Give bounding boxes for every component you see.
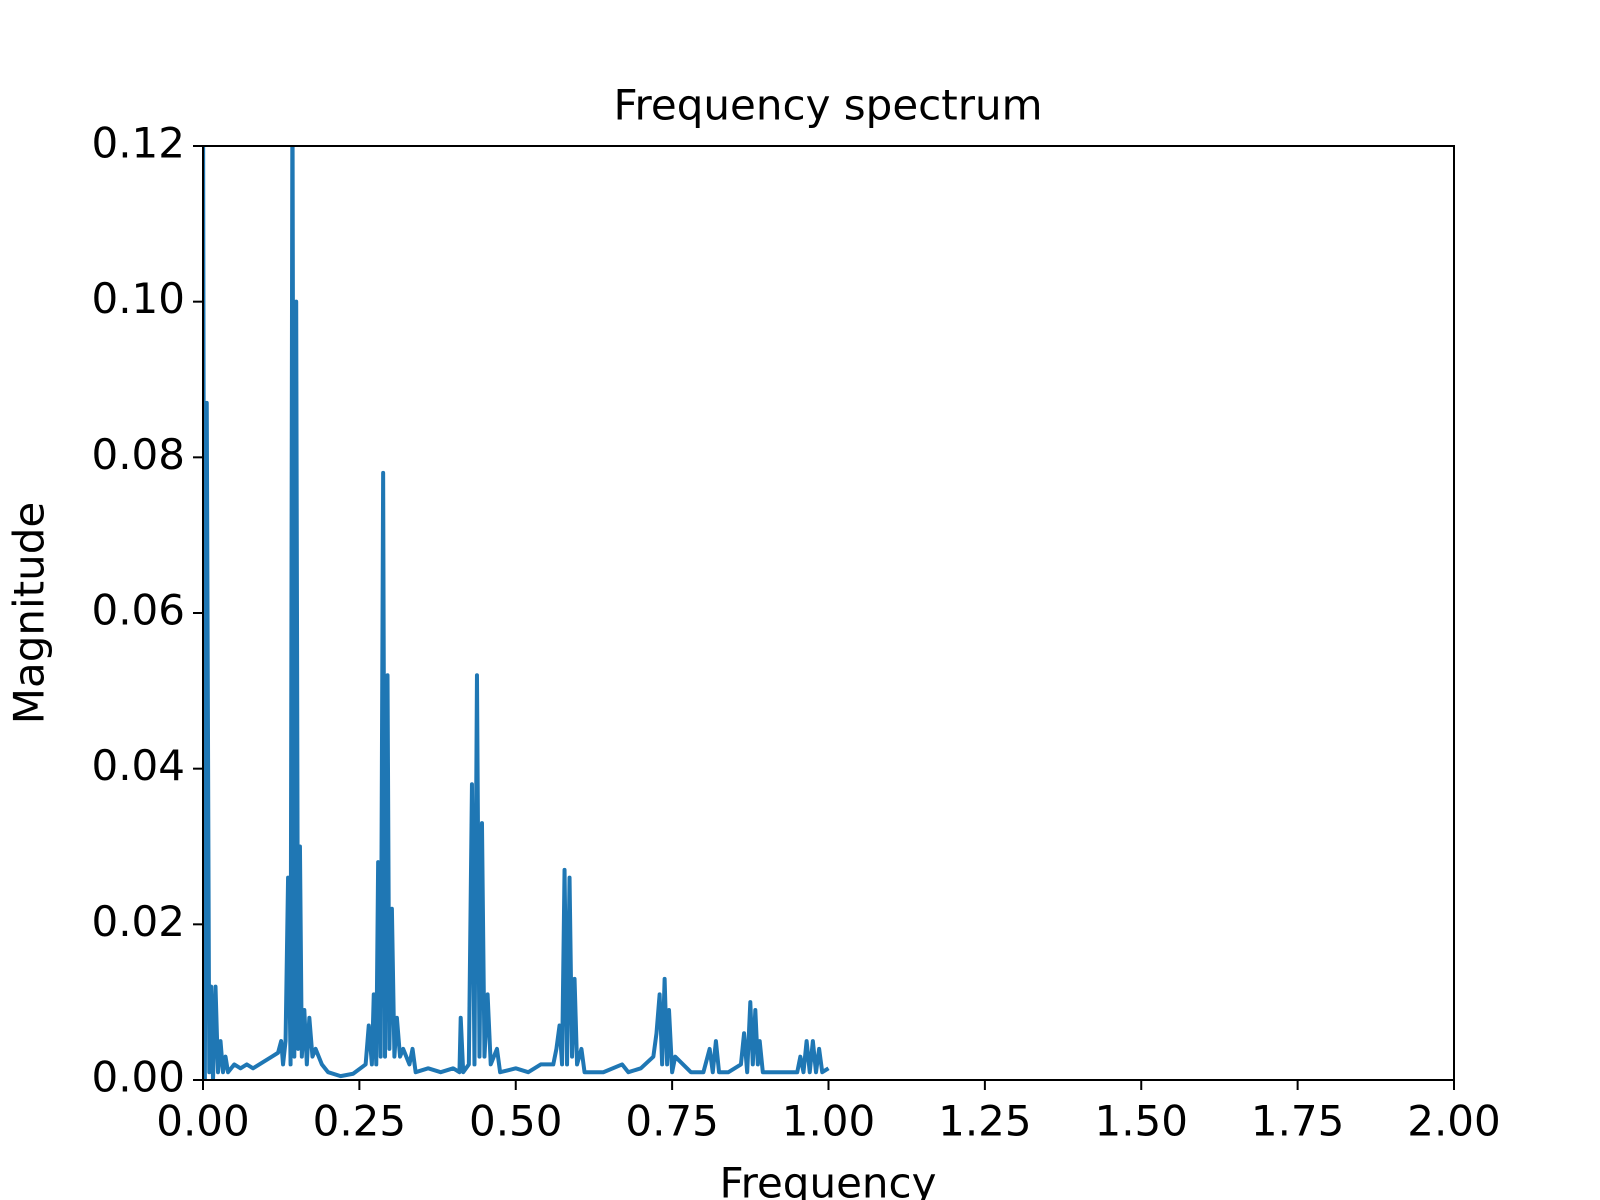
chart-title: Frequency spectrum [613,81,1042,130]
x-tick-label: 0.00 [156,1097,250,1146]
x-tick-label: 1.50 [1094,1097,1188,1146]
x-tick-label: 1.00 [782,1097,876,1146]
x-tick-label: 0.75 [625,1097,719,1146]
y-tick-label: 0.06 [91,586,185,635]
x-tick-label: 0.50 [469,1097,563,1146]
x-tick-label: 2.00 [1407,1097,1501,1146]
y-axis-label: Magnitude [5,502,54,725]
x-tick-label: 1.25 [938,1097,1032,1146]
x-tick-label: 0.25 [313,1097,407,1146]
x-tick-label: 1.75 [1251,1097,1345,1146]
x-axis-label: Frequency [720,1159,937,1200]
plot-frame [202,145,1455,1081]
spectrum-line [203,146,830,1080]
y-tick-label: 0.04 [91,741,185,790]
y-tick-label: 0.02 [91,897,185,946]
y-tick-label: 0.00 [91,1053,185,1102]
y-tick-label: 0.08 [91,430,185,479]
y-tick-label: 0.10 [91,274,185,323]
y-tick-label: 0.12 [91,119,185,168]
